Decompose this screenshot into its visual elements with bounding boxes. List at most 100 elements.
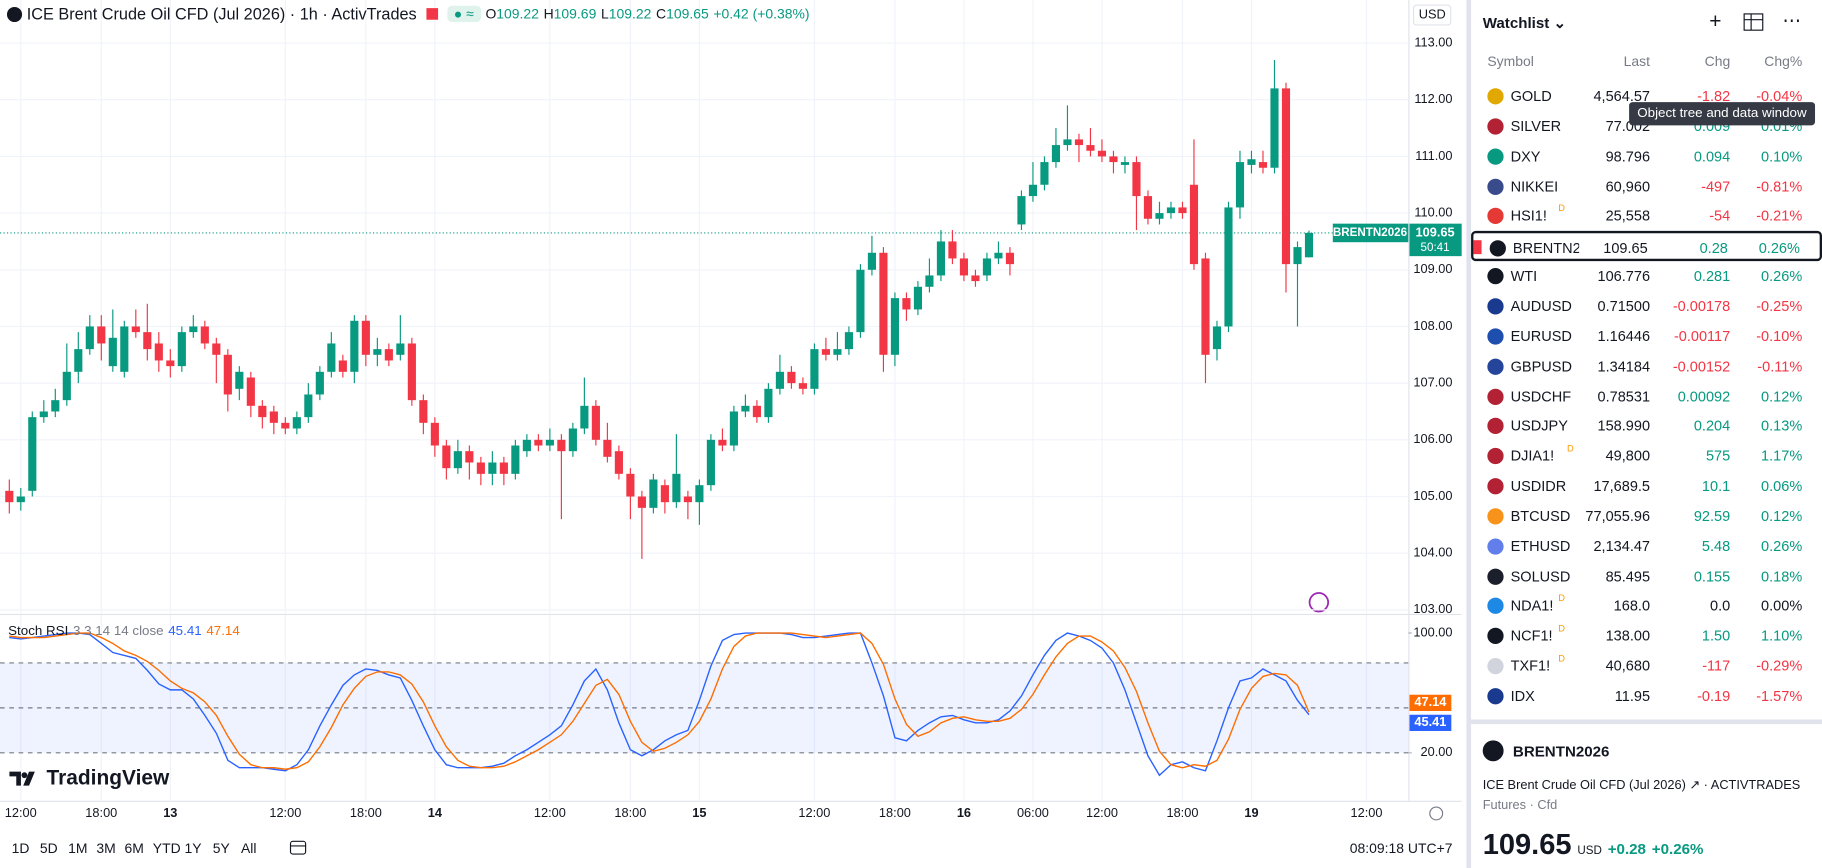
ohlc-key: H	[543, 5, 554, 23]
watchlist-row[interactable]: NDA1! D 168.0 0.0 0.00%	[1471, 591, 1822, 621]
row-chg: -0.19	[1697, 688, 1731, 705]
alert-icon[interactable]	[1308, 592, 1330, 613]
watchlist-row[interactable]: WTI 106.776 0.281 0.26%	[1471, 261, 1822, 291]
row-pct: 0.12%	[1761, 508, 1803, 525]
watchlist-row[interactable]: DXY 98.796 0.094 0.10%	[1471, 141, 1822, 171]
candle-body	[936, 241, 946, 276]
symbol-icon	[1487, 418, 1504, 435]
watchlist-row[interactable]: SOLUSD 85.495 0.155 0.18%	[1471, 561, 1822, 591]
add-symbol[interactable]: +	[1709, 9, 1722, 33]
detail-exchange[interactable]: ACTIVTRADES	[1710, 778, 1801, 793]
range-button[interactable]: 1D	[11, 840, 30, 857]
candle-body	[1040, 162, 1049, 185]
watchlist-row[interactable]: DJIA1! D 49,800 575 1.17%	[1471, 441, 1822, 471]
currency-button[interactable]: USD	[1412, 4, 1452, 26]
status-badge[interactable]: ● ≈	[446, 5, 481, 23]
more-menu[interactable]: ⋯	[1782, 11, 1802, 32]
date-range-icon[interactable]	[288, 837, 309, 858]
row-symbol: SOLUSD	[1510, 568, 1571, 585]
watchlist-row[interactable]: GBPUSD 1.34184 -0.00152 -0.11%	[1471, 351, 1822, 381]
candle-body	[327, 343, 336, 372]
row-pct: 0.13%	[1761, 418, 1803, 435]
watchlist-row[interactable]: HSI1! D 25,558 -54 -0.21%	[1471, 201, 1822, 231]
ohlc-item: L109.22	[601, 6, 651, 22]
watchlist-row[interactable]: AUDUSD 0.71500 -0.00178 -0.25%	[1471, 291, 1822, 321]
candle-body	[982, 258, 992, 276]
range-button[interactable]: 5D	[39, 840, 58, 857]
candle-body	[419, 400, 428, 423]
watchlist-row[interactable]: BTCUSD 77,055.96 92.59 0.12%	[1471, 501, 1822, 531]
stoch-line	[9, 632, 1310, 770]
detail-description: ICE Brent Crude Oil CFD (Jul 2026)	[1482, 778, 1686, 793]
candle-body	[1212, 326, 1222, 350]
candle-body	[465, 451, 474, 463]
symbol-title[interactable]: ICE Brent Crude Oil CFD (Jul 2026) · 1h …	[26, 4, 417, 24]
row-last: 77,055.96	[1585, 508, 1651, 525]
x-tick-label: 18:00	[85, 805, 117, 820]
clock[interactable]: 08:09:18 UTC+7	[1349, 840, 1453, 857]
candle-body	[1051, 145, 1061, 163]
candle-body	[1074, 139, 1084, 146]
row-chg: -0.00117	[1673, 328, 1731, 345]
watchlist-row[interactable]: NIKKEI 60,960 -497 -0.81%	[1471, 171, 1822, 201]
value-box-label: 47.14	[1414, 694, 1447, 709]
range-button[interactable]: All	[240, 840, 257, 857]
row-symbol: USDJPY	[1510, 418, 1568, 435]
watchlist-title[interactable]: Watchlist ⌄	[1482, 13, 1567, 32]
candle-body	[281, 422, 290, 429]
candle-body	[695, 485, 704, 503]
candle-body	[108, 337, 117, 367]
row-symbol: USDIDR	[1510, 478, 1567, 495]
range-button[interactable]: 3M	[96, 840, 116, 857]
ohlc-value: 109.22	[608, 5, 652, 23]
watchlist-row[interactable]: GOLD 4,564.57 -1.82 -0.04%	[1471, 81, 1822, 111]
watchlist-row[interactable]: EURUSD 1.16446 -0.00117 -0.10%	[1471, 321, 1822, 351]
range-button[interactable]: 1M	[68, 840, 88, 857]
watchlist-row[interactable]: ETHUSD 2,134.47 5.48 0.26%	[1471, 531, 1822, 561]
range-button[interactable]: 6M	[124, 840, 144, 857]
row-last: 0.71500	[1597, 298, 1651, 315]
watchlist-row[interactable]: USDJPY 158.990 0.204 0.13%	[1471, 411, 1822, 441]
candle-body	[764, 388, 773, 418]
column-label[interactable]: Last	[1623, 53, 1651, 70]
detail-symbol[interactable]: BRENTN2026	[1512, 742, 1610, 760]
chart-header: ICE Brent Crude Oil CFD (Jul 2026) · 1h …	[6, 4, 810, 24]
tooltip: Object tree and data window	[1629, 102, 1815, 126]
row-badge: D	[1567, 443, 1574, 454]
candle-body	[1120, 162, 1130, 165]
column-label[interactable]: Symbol	[1487, 53, 1534, 70]
ohlc-value: 109.69	[553, 5, 597, 23]
candle-body	[1178, 207, 1187, 214]
range-button[interactable]: YTD	[152, 840, 181, 857]
range-button[interactable]: 1Y	[184, 840, 202, 857]
watchlist-row[interactable]: IDX 11.95 -0.19 -1.57%	[1471, 681, 1822, 711]
watchlist-row[interactable]: NCF1! D 138.00 1.50 1.10%	[1471, 621, 1822, 651]
settings-icon[interactable]	[1429, 806, 1444, 821]
candle-body	[269, 411, 278, 423]
watchlist-row[interactable]: BRENTN2026 109.65 0.28 0.26%	[1471, 231, 1822, 262]
symbol-icon	[1487, 118, 1504, 135]
indicator-title[interactable]: Stoch RSI	[8, 624, 69, 639]
layout-icon[interactable]	[1743, 13, 1764, 32]
column-label[interactable]: Chg%	[1764, 53, 1803, 70]
watchlist-row[interactable]: USDCHF 0.78531 0.00092 0.12%	[1471, 381, 1822, 411]
row-chg: -497	[1701, 178, 1731, 195]
row-pct: -0.11%	[1757, 358, 1803, 375]
row-last: 4,564.57	[1593, 88, 1651, 105]
column-label[interactable]: Chg	[1704, 53, 1731, 70]
range-button[interactable]: 5Y	[212, 840, 230, 857]
indicator-value: 47.14	[206, 624, 240, 639]
symbol-icon	[1487, 448, 1504, 465]
watchlist-row[interactable]: TXF1! D 40,680 -117 -0.29%	[1471, 651, 1822, 681]
y-tick-label: 105.00	[1413, 488, 1452, 503]
branding[interactable]: TradingView	[9, 766, 169, 790]
candle-body	[200, 326, 209, 344]
candle-body	[407, 343, 416, 401]
candle-body	[913, 286, 922, 310]
y-tick-label: 111.00	[1415, 148, 1452, 163]
watchlist-row[interactable]: USDIDR 17,689.5 10.1 0.06%	[1471, 471, 1822, 501]
candle-body	[844, 332, 853, 350]
flag-icon[interactable]	[425, 8, 438, 20]
candle-body	[879, 252, 888, 355]
